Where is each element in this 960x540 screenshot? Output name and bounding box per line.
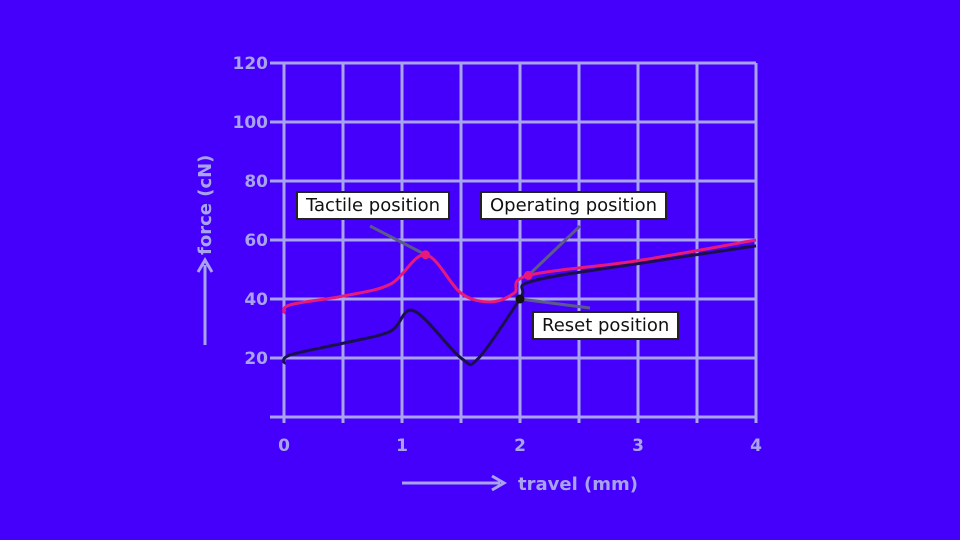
annotation-marker — [515, 294, 525, 304]
y-tick-label: 120 — [233, 54, 269, 74]
x-axis-arrowhead-icon — [491, 474, 507, 492]
x-tick-label: 2 — [514, 436, 526, 456]
y-tick-label: 20 — [244, 349, 268, 369]
y-tick-label: 60 — [244, 231, 268, 251]
series-line — [282, 244, 757, 367]
y-tick-label: 40 — [244, 290, 268, 310]
annotation-marker — [421, 250, 431, 260]
x-tick-label: 1 — [396, 436, 408, 456]
annotation-tactile-position: Tactile position — [296, 191, 451, 220]
annotation-leader-line — [369, 224, 427, 257]
series-line — [282, 238, 757, 315]
annotation-operating-position: Operating position — [480, 191, 668, 220]
annotation-reset-position: Reset position — [532, 311, 680, 340]
y-axis-label: force (cN) — [195, 155, 216, 255]
x-tick-label: 0 — [278, 436, 290, 456]
y-tick-label: 80 — [244, 172, 268, 192]
annotation-leader-line — [527, 224, 582, 277]
y-axis-arrowhead-icon — [196, 257, 214, 273]
annotation-leader-line — [519, 297, 591, 310]
x-axis-label: travel (mm) — [518, 474, 638, 495]
y-tick-label: 100 — [233, 113, 269, 133]
x-tick-label: 3 — [632, 436, 644, 456]
annotation-marker — [523, 270, 533, 280]
x-tick-label: 4 — [750, 436, 762, 456]
